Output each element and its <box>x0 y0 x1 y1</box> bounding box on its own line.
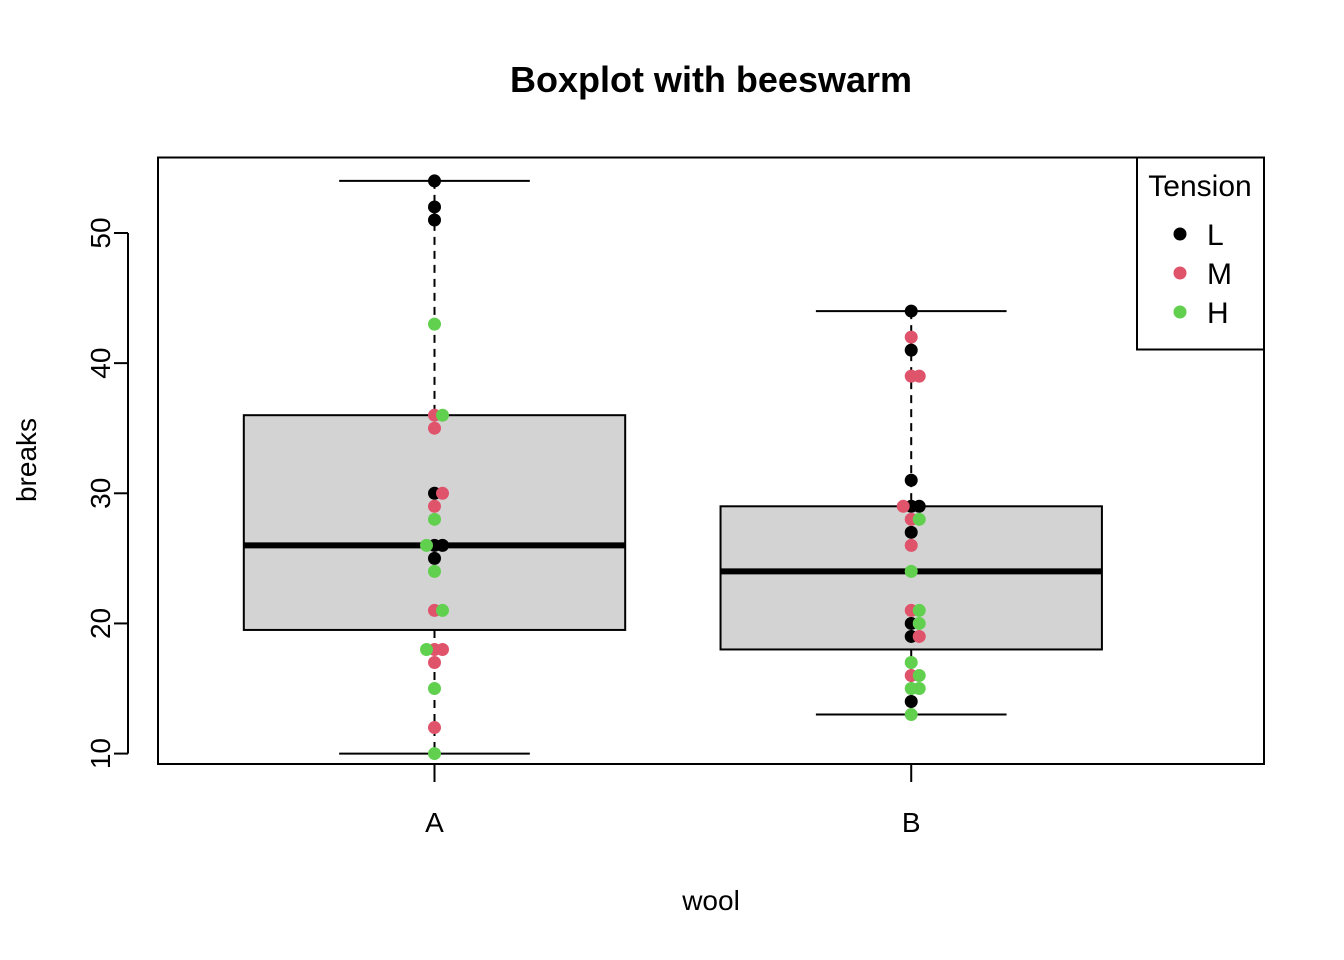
point-layer <box>420 174 926 761</box>
data-point-A-H <box>420 642 433 656</box>
data-point-A-H <box>428 564 441 578</box>
box-layer <box>242 179 1103 755</box>
data-point-A-M <box>436 642 449 656</box>
data-point-B-H <box>904 564 918 578</box>
data-point-B-M <box>912 369 926 383</box>
data-point-A-H <box>420 538 433 552</box>
data-point-B-M <box>904 538 918 552</box>
data-point-A-M <box>428 499 441 513</box>
data-point-A-L <box>428 551 441 565</box>
legend-box <box>1136 156 1265 351</box>
y-tick-label: 50 <box>85 217 116 248</box>
x-axis-label: wool <box>681 885 740 916</box>
data-point-B-H <box>912 512 926 526</box>
data-point-A-H <box>428 512 441 526</box>
data-point-B-L <box>912 499 926 513</box>
legend-label-L: L <box>1207 219 1224 252</box>
x-tick-label: B <box>902 807 921 838</box>
data-point-A-M <box>428 655 441 669</box>
y-tick-label: 30 <box>85 478 116 509</box>
y-tick-label: 10 <box>85 738 116 769</box>
data-point-B-H <box>904 655 918 669</box>
data-point-A-L <box>428 200 441 214</box>
data-point-B-L <box>904 473 918 487</box>
data-point-B-M <box>912 629 926 643</box>
y-tick-label: 40 <box>85 348 116 379</box>
data-point-B-L <box>904 304 918 318</box>
data-point-A-H <box>428 682 441 696</box>
data-point-B-H <box>912 616 926 630</box>
y-axis-label: breaks <box>11 418 42 502</box>
data-point-A-M <box>428 721 441 735</box>
legend-marker-H <box>1173 305 1187 319</box>
data-point-B-H <box>912 668 926 682</box>
data-point-B-L <box>904 343 918 357</box>
data-point-B-M <box>896 499 910 513</box>
legend-label-M: M <box>1207 258 1232 291</box>
legend-marker-L <box>1173 227 1187 241</box>
data-point-A-M <box>436 486 449 500</box>
data-point-A-H <box>428 747 441 761</box>
data-point-B-H <box>912 603 926 617</box>
legend-title: Tension <box>1148 170 1251 203</box>
data-point-A-H <box>428 317 441 331</box>
data-point-B-H <box>904 708 918 722</box>
plot-frame <box>157 156 1265 765</box>
y-tick-label: 20 <box>85 608 116 639</box>
legend: Tension LMH <box>1136 156 1265 351</box>
legend-label-H: H <box>1207 297 1229 330</box>
data-point-A-M <box>428 421 441 435</box>
data-point-B-L <box>904 525 918 539</box>
data-point-B-M <box>904 330 918 344</box>
data-point-A-H <box>436 408 449 422</box>
data-point-A-L <box>428 213 441 227</box>
data-point-A-L <box>428 174 441 188</box>
data-point-A-H <box>436 603 449 617</box>
data-point-B-H <box>912 682 926 696</box>
chart-title: Boxplot with beeswarm <box>510 59 912 100</box>
y-axis: 10 20 30 40 50 <box>85 217 129 769</box>
legend-marker-M <box>1173 266 1187 280</box>
data-point-A-L <box>436 538 449 552</box>
x-tick-label: A <box>425 807 444 838</box>
data-point-B-L <box>904 695 918 709</box>
